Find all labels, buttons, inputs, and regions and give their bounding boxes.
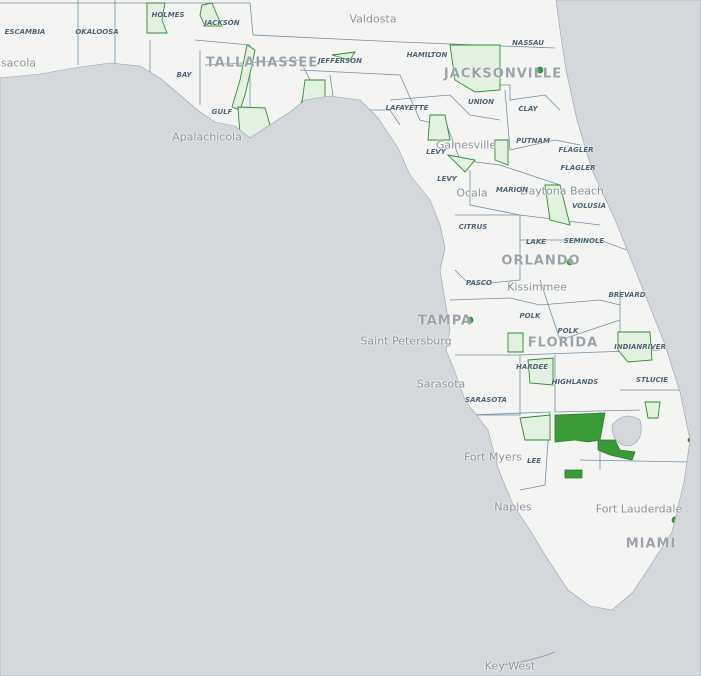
major-city-label: ORLANDO [501,253,581,269]
county-label: HARDEE [515,363,549,371]
major-city-label: TALLAHASSEE [205,55,319,71]
county-label: SEMINOLE [563,237,605,245]
county-label: STLUCIE [635,376,669,384]
major-city-label: JACKSONVILLE [443,66,563,82]
florida-keys [499,651,556,666]
county-label: MARION [495,186,529,194]
city-label: Naples [494,500,532,514]
county-label: FLAGLER [558,146,594,154]
county-label: VOLUSIA [571,202,607,210]
county-label: BREVARD [608,291,646,299]
county-label: LEE [526,457,542,465]
county-label: INDIANRIVER [614,343,666,351]
city-label: nsacola [0,56,37,70]
county-label: PASCO [465,279,493,287]
lake-okeechobee [611,415,642,447]
city-label: Ocala [456,186,488,200]
county-label: POLK [519,312,541,320]
major-city-label: TAMPA [417,313,473,329]
city-label: Daytona Beach [519,184,605,198]
city-label: Saint Petersburg [360,334,452,348]
county-label: CITRUS [458,223,488,231]
county-label: OKALOOSA [75,28,119,36]
county-label: HOLMES [151,11,185,19]
county-label: ESCAMBIA [4,28,46,36]
county-label: JACKSON [204,19,240,27]
city-label: Key West [484,659,536,673]
county-label: GULF [211,108,233,116]
protected-areas [146,2,661,441]
major-city-label: FLORIDA [527,335,599,351]
major-city-label: MIAMI [625,536,677,552]
city-label: Gainesville [435,138,497,152]
county-label: NASSAU [512,39,544,47]
county-label: LAKE [525,238,547,246]
county-label: PUTNAM [516,137,550,145]
county-label: LEVY [437,175,457,183]
county-label: BAY [176,71,192,79]
county-label: JEFFERSON [318,57,362,65]
city-label: Fort Lauderdale [595,502,683,516]
city-label: Sarasota [416,377,466,391]
county-label: CLAY [518,105,538,113]
county-label: SARASOTA [465,396,507,404]
county-label: HIGHLANDS [551,378,599,386]
county-label: POLK [557,327,579,335]
county-label: LEVY [426,148,446,156]
highlighted-areas [466,66,693,578]
county-label: LAFAYETTE [385,104,429,112]
county-label: HAMILTON [406,51,448,59]
city-label: Kissimmee [507,280,567,294]
city-label: Valdosta [349,12,397,26]
city-label: Apalachicola [172,130,242,144]
city-label: Fort Myers [463,450,523,464]
county-label: FLAGLER [560,164,596,172]
county-label: UNION [468,98,494,106]
